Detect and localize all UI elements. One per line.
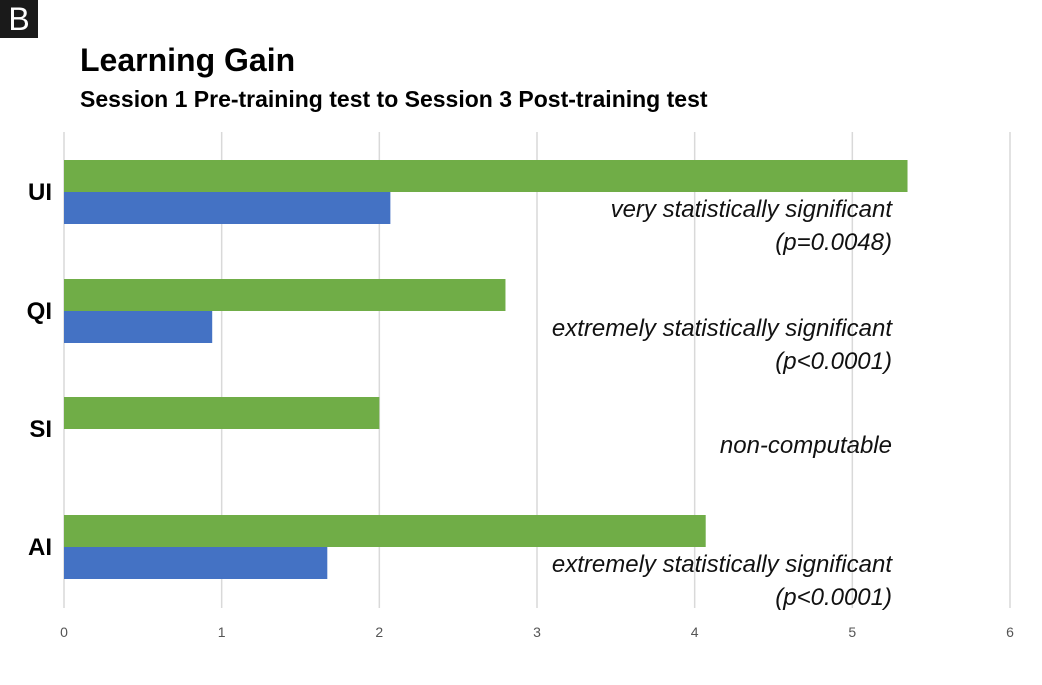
- bar-ui-2: [64, 192, 391, 224]
- panel-label: B: [0, 0, 38, 38]
- annotation-si: non-computable: [720, 432, 892, 459]
- x-tick-label: 1: [218, 624, 226, 640]
- chart-subtitle: Session 1 Pre-training test to Session 3…: [80, 86, 708, 112]
- x-tick-label: 6: [1006, 624, 1014, 640]
- bar-si-1: [64, 397, 380, 429]
- category-label: SI: [29, 416, 52, 443]
- annotation-ui: very statistically significant: [611, 196, 894, 223]
- x-tick-label: 5: [848, 624, 856, 640]
- category-label: UI: [28, 179, 52, 206]
- x-tick-label: 0: [60, 624, 68, 640]
- x-tick-label: 4: [691, 624, 699, 640]
- chart-title: Learning Gain: [80, 42, 296, 78]
- annotation-qi: extremely statistically significant: [552, 315, 893, 342]
- bar-ai-2: [64, 547, 328, 579]
- bar-ai-1: [64, 515, 706, 547]
- x-tick-label: 3: [533, 624, 541, 640]
- bar-qi-2: [64, 311, 213, 343]
- bar-qi-1: [64, 279, 506, 311]
- annotation-ui: (p=0.0048): [775, 229, 892, 256]
- bar-ui-1: [64, 160, 908, 192]
- category-label: AI: [28, 534, 52, 561]
- labels: 0 1 2 3 4 5 6 UI QI SI AI very statistically signif…: [27, 179, 1014, 640]
- annotation-qi: (p<0.0001): [775, 348, 892, 375]
- annotation-ai: extremely statistically significant: [552, 551, 893, 578]
- annotation-ai: (p<0.0001): [775, 584, 892, 611]
- x-tick-label: 2: [375, 624, 383, 640]
- bars: [64, 160, 908, 579]
- category-label: QI: [27, 298, 52, 325]
